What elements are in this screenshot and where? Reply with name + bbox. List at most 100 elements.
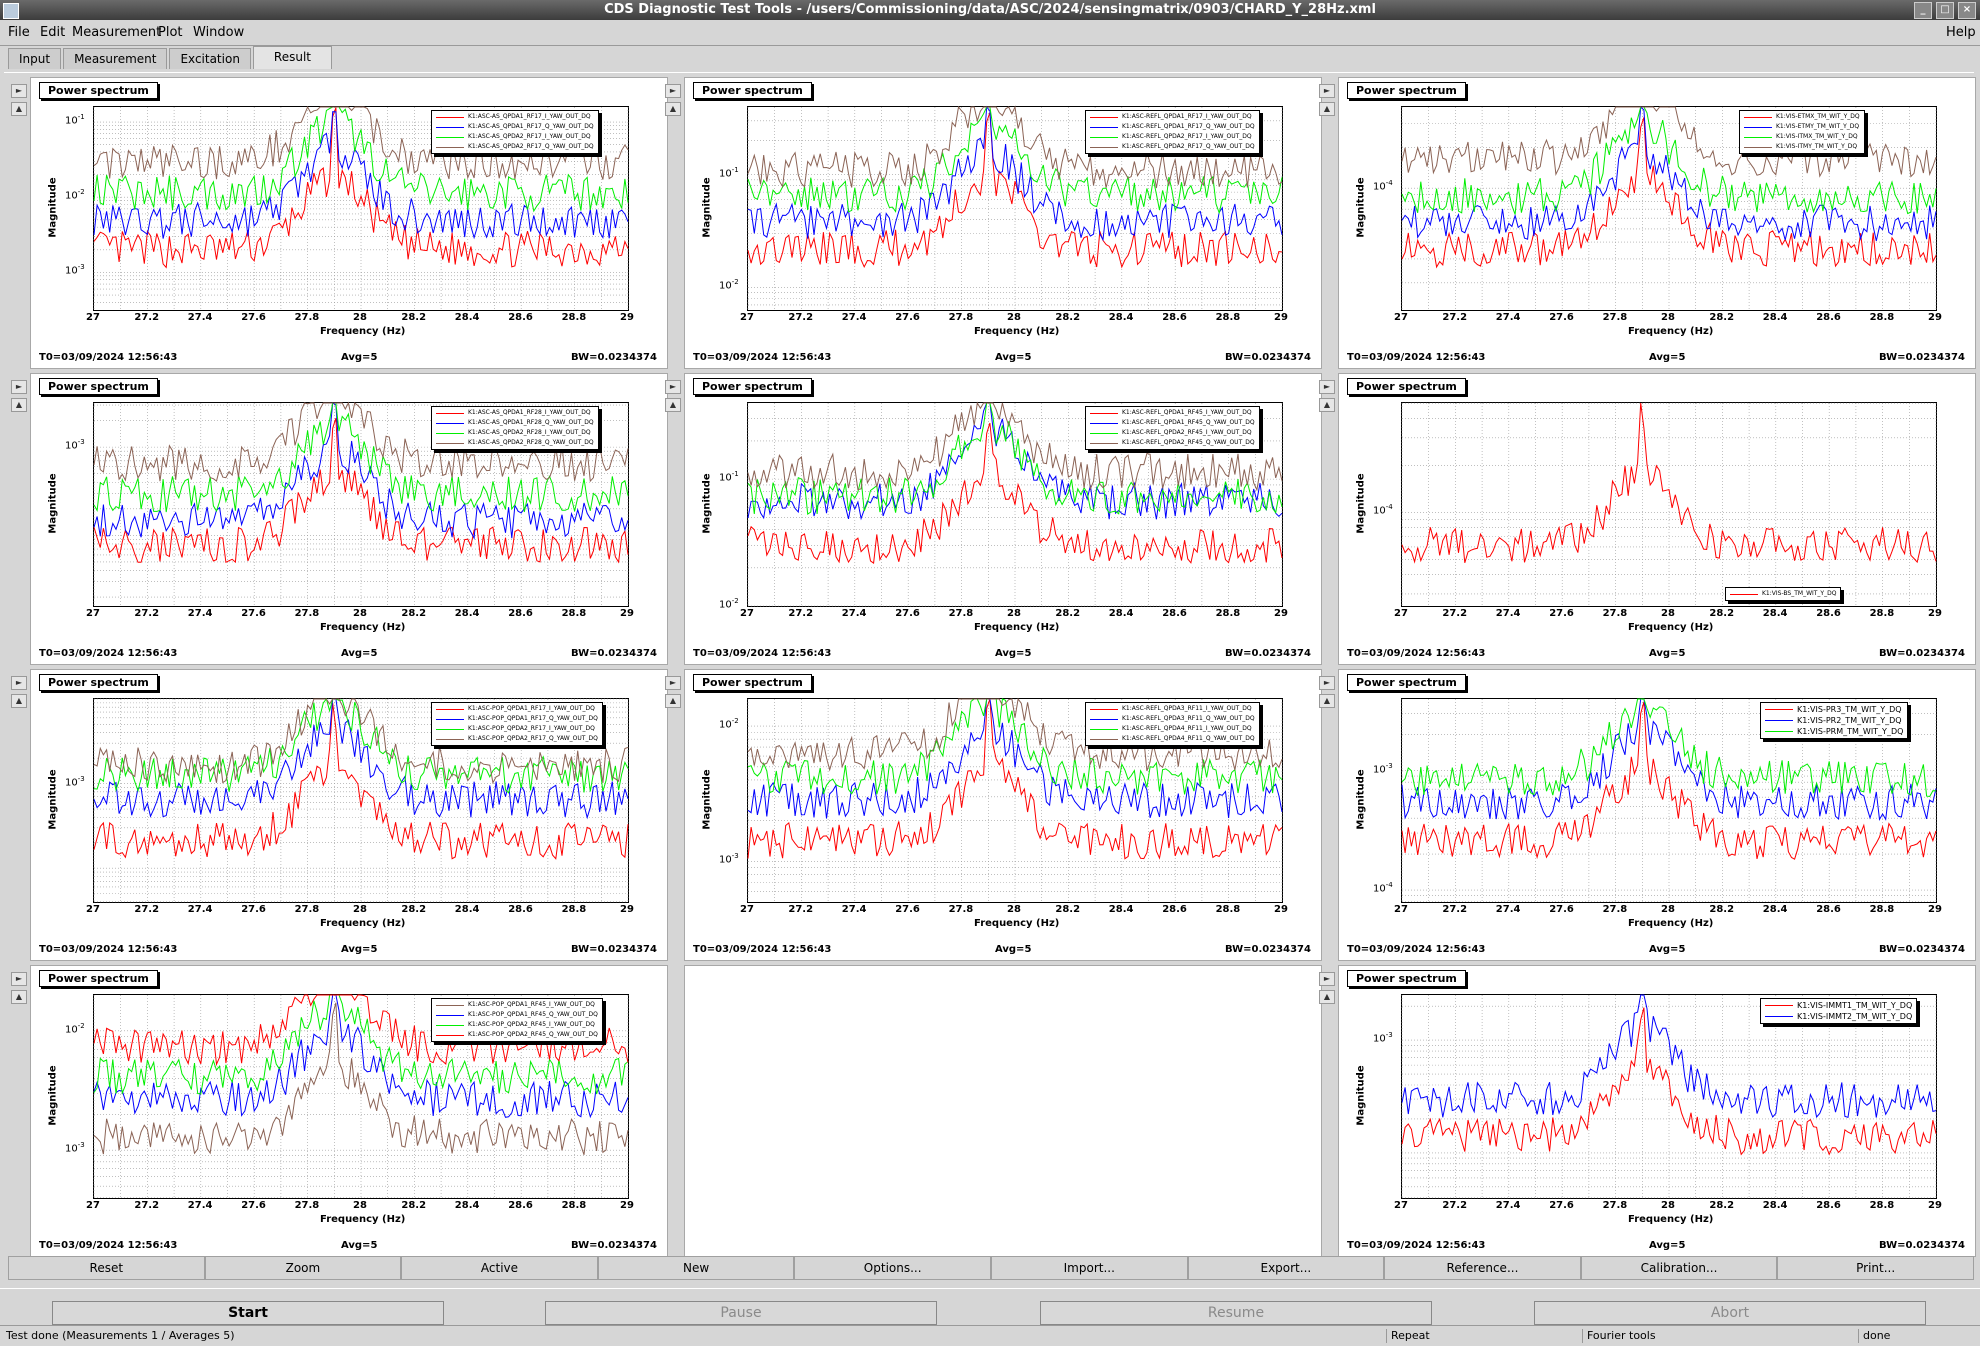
- plot-frame[interactable]: [1401, 698, 1937, 903]
- panel-expand-icon[interactable]: ►: [665, 380, 681, 394]
- menu-help[interactable]: Help: [1946, 25, 1976, 40]
- menu-file[interactable]: File: [8, 25, 30, 40]
- panel-expand-icon[interactable]: ►: [1319, 972, 1335, 986]
- menu-edit[interactable]: Edit: [40, 25, 66, 40]
- x-tick-label: 27.8: [1602, 312, 1628, 323]
- toolbar-button-reference[interactable]: Reference...: [1384, 1256, 1581, 1280]
- plot-panel[interactable]: ► ▲ Power spectrum 10-2 10-3 27 27.2 27.4 27.6 27…: [665, 669, 1322, 961]
- legend[interactable]: K1:ASC-REFL_QPDA1_RF17_I_YAW_OUT_DQ K1:AS…: [1085, 110, 1260, 154]
- panel-expand-icon[interactable]: ►: [1319, 380, 1335, 394]
- toolbar-button-import[interactable]: Import...: [990, 1256, 1188, 1280]
- x-tick-label: 27.2: [134, 312, 160, 323]
- menu-plot[interactable]: Plot: [158, 25, 183, 40]
- tab-input[interactable]: Input: [8, 48, 62, 69]
- footer-t0: T0=03/09/2024 12:56:43: [1347, 944, 1486, 955]
- menu-measurement[interactable]: Measurement: [72, 25, 162, 40]
- x-tick-label: 28.4: [1762, 904, 1788, 915]
- footer-t0: T0=03/09/2024 12:56:43: [1347, 352, 1486, 363]
- toolbar-button-reset[interactable]: Reset: [8, 1256, 205, 1280]
- panel-up-icon[interactable]: ▲: [11, 398, 27, 412]
- start-button[interactable]: Start: [52, 1301, 444, 1325]
- plot-frame[interactable]: [1401, 402, 1937, 607]
- panel-up-icon[interactable]: ▲: [11, 102, 27, 116]
- panel-expand-icon[interactable]: ►: [11, 380, 27, 394]
- x-tick-label: 27: [86, 904, 100, 915]
- y-tick-label: 10-3: [1373, 761, 1393, 775]
- maximize-icon[interactable]: □: [1936, 2, 1954, 19]
- menu-window[interactable]: Window: [193, 25, 245, 40]
- panel-expand-icon[interactable]: ►: [11, 676, 27, 690]
- legend-entry: K1:VIS-ETMX_TM_WIT_Y_DQ: [1744, 112, 1860, 122]
- x-tick-label: 27.4: [187, 904, 213, 915]
- plot-frame[interactable]: [747, 697, 1283, 903]
- legend[interactable]: K1:VIS-ETMX_TM_WIT_Y_DQ K1:VIS-ETMY_TM_WI…: [1739, 110, 1865, 154]
- plot-panel[interactable]: ► ▲ Power spectrum 10-4 27 27.2 27.4 27.6 27.8 28…: [1319, 373, 1976, 665]
- plot-panel[interactable]: ► ▲ Power spectrum 10-3 27 27.2 27.4 27.6 27.8 28…: [11, 669, 668, 961]
- legend[interactable]: K1:ASC-REFL_QPDA1_RF45_I_YAW_OUT_DQ K1:AS…: [1085, 406, 1260, 450]
- toolbar-button-active[interactable]: Active: [401, 1256, 598, 1280]
- plot-panel[interactable]: ► ▲ Power spectrum 10-3 27 27.2 27.4 27.6 27.8 28…: [1319, 965, 1976, 1257]
- legend-swatch: [436, 146, 464, 148]
- x-axis-label: Frequency (Hz): [974, 918, 1060, 929]
- panel-expand-icon[interactable]: ►: [665, 84, 681, 98]
- toolbar-button-export[interactable]: Export...: [1187, 1256, 1385, 1280]
- panel-expand-icon[interactable]: ►: [11, 972, 27, 986]
- series-line: [93, 105, 629, 180]
- legend[interactable]: K1:ASC-REFL_QPDA3_RF11_I_YAW_OUT_DQ K1:AS…: [1085, 702, 1260, 746]
- legend[interactable]: K1:VIS-IMMT1_TM_WIT_Y_DQ K1:VIS-IMMT2_TM_…: [1760, 998, 1918, 1024]
- legend-swatch: [436, 738, 464, 740]
- legend-swatch: [436, 136, 464, 138]
- footer-bw: BW=0.0234374: [1879, 944, 1965, 955]
- legend[interactable]: K1:ASC-POP_QPDA1_RF17_I_YAW_OUT_DQ K1:ASC…: [431, 702, 603, 746]
- tab-measurement[interactable]: Measurement: [63, 48, 168, 69]
- panel-expand-icon[interactable]: ►: [1319, 676, 1335, 690]
- panel-up-icon[interactable]: ▲: [665, 694, 681, 708]
- series-line: [1401, 106, 1937, 215]
- tab-excitation[interactable]: Excitation: [169, 48, 251, 69]
- x-tick-label: 28.4: [454, 608, 480, 619]
- toolbar-button-zoom[interactable]: Zoom: [204, 1256, 402, 1280]
- toolbar-button-print[interactable]: Print...: [1777, 1256, 1974, 1280]
- plot-panel[interactable]: ► ▲ Power spectrum 10-1 10-2 27 27.2 27.4 27.6 27…: [665, 373, 1322, 665]
- panel-expand-icon[interactable]: ►: [11, 84, 27, 98]
- toolbar-button-options[interactable]: Options...: [794, 1256, 991, 1280]
- plot-panel[interactable]: ► ▲ Power spectrum 10-3 27 27.2 27.4 27.6 27.8 28…: [11, 373, 668, 665]
- panel-up-icon[interactable]: ▲: [1319, 694, 1335, 708]
- toolbar-button-new[interactable]: New: [597, 1256, 795, 1280]
- legend[interactable]: K1:VIS-PR3_TM_WIT_Y_DQ K1:VIS-PR2_TM_WIT_…: [1760, 702, 1909, 739]
- plot-panel[interactable]: ► ▲ Power spectrum 10-2 10-3 27 27.2 27.4 27.6 27…: [11, 965, 668, 1257]
- status-bar: Test done (Measurements 1 / Averages 5) …: [0, 1325, 1980, 1346]
- x-tick-label: 29: [620, 608, 634, 619]
- x-tick-label: 29: [1274, 312, 1288, 323]
- resume-button[interactable]: Resume: [1040, 1301, 1432, 1325]
- panel-up-icon[interactable]: ▲: [1319, 102, 1335, 116]
- pause-button[interactable]: Pause: [545, 1301, 937, 1325]
- minimize-icon[interactable]: _: [1914, 2, 1932, 19]
- plot-panel[interactable]: ► ▲ Power spectrum 10-4 27 27.2 27.4 27.6 27.8 28…: [1319, 77, 1976, 369]
- legend-label: K1:VIS-PR2_TM_WIT_Y_DQ: [1797, 716, 1902, 725]
- legend[interactable]: K1:ASC-POP_QPDA1_RF45_I_YAW_OUT_DQ K1:ASC…: [431, 998, 603, 1042]
- plot-panel[interactable]: ► ▲ Power spectrum 10-3 10-4 27 27.2 27.4 27.6 27…: [1319, 669, 1976, 961]
- panel-up-icon[interactable]: ▲: [665, 398, 681, 412]
- plot-frame[interactable]: [1401, 994, 1937, 1199]
- x-tick-label: 28: [1661, 904, 1675, 915]
- plot-panel[interactable]: ► ▲ Power spectrum 10-1 10-2 10-3 27 27.2 27.4 27…: [11, 77, 668, 369]
- panel-up-icon[interactable]: ▲: [11, 694, 27, 708]
- panel-up-icon[interactable]: ▲: [665, 102, 681, 116]
- panel-expand-icon[interactable]: ►: [1319, 84, 1335, 98]
- panel-expand-icon[interactable]: ►: [665, 676, 681, 690]
- abort-button[interactable]: Abort: [1534, 1301, 1926, 1325]
- plot-panel[interactable]: ► ▲ Power spectrum 10-1 10-2 27 27.2 27.4 27.6 27…: [665, 77, 1322, 369]
- x-tick-label: 28.2: [1709, 312, 1735, 323]
- toolbar-button-calibration[interactable]: Calibration...: [1580, 1256, 1778, 1280]
- tab-result[interactable]: Result: [252, 46, 332, 69]
- panel-up-icon[interactable]: ▲: [11, 990, 27, 1004]
- plot-frame[interactable]: [747, 105, 1283, 311]
- close-icon[interactable]: ×: [1958, 2, 1976, 19]
- panel-up-icon[interactable]: ▲: [1319, 398, 1335, 412]
- y-tick-label: 10-2: [719, 717, 739, 731]
- legend[interactable]: K1:ASC-AS_QPDA1_RF28_I_YAW_OUT_DQ K1:ASC-…: [431, 406, 599, 450]
- legend[interactable]: K1:VIS-BS_TM_WIT_Y_DQ: [1725, 587, 1842, 601]
- legend[interactable]: K1:ASC-AS_QPDA1_RF17_I_YAW_OUT_DQ K1:ASC-…: [431, 110, 599, 154]
- panel-up-icon[interactable]: ▲: [1319, 990, 1335, 1004]
